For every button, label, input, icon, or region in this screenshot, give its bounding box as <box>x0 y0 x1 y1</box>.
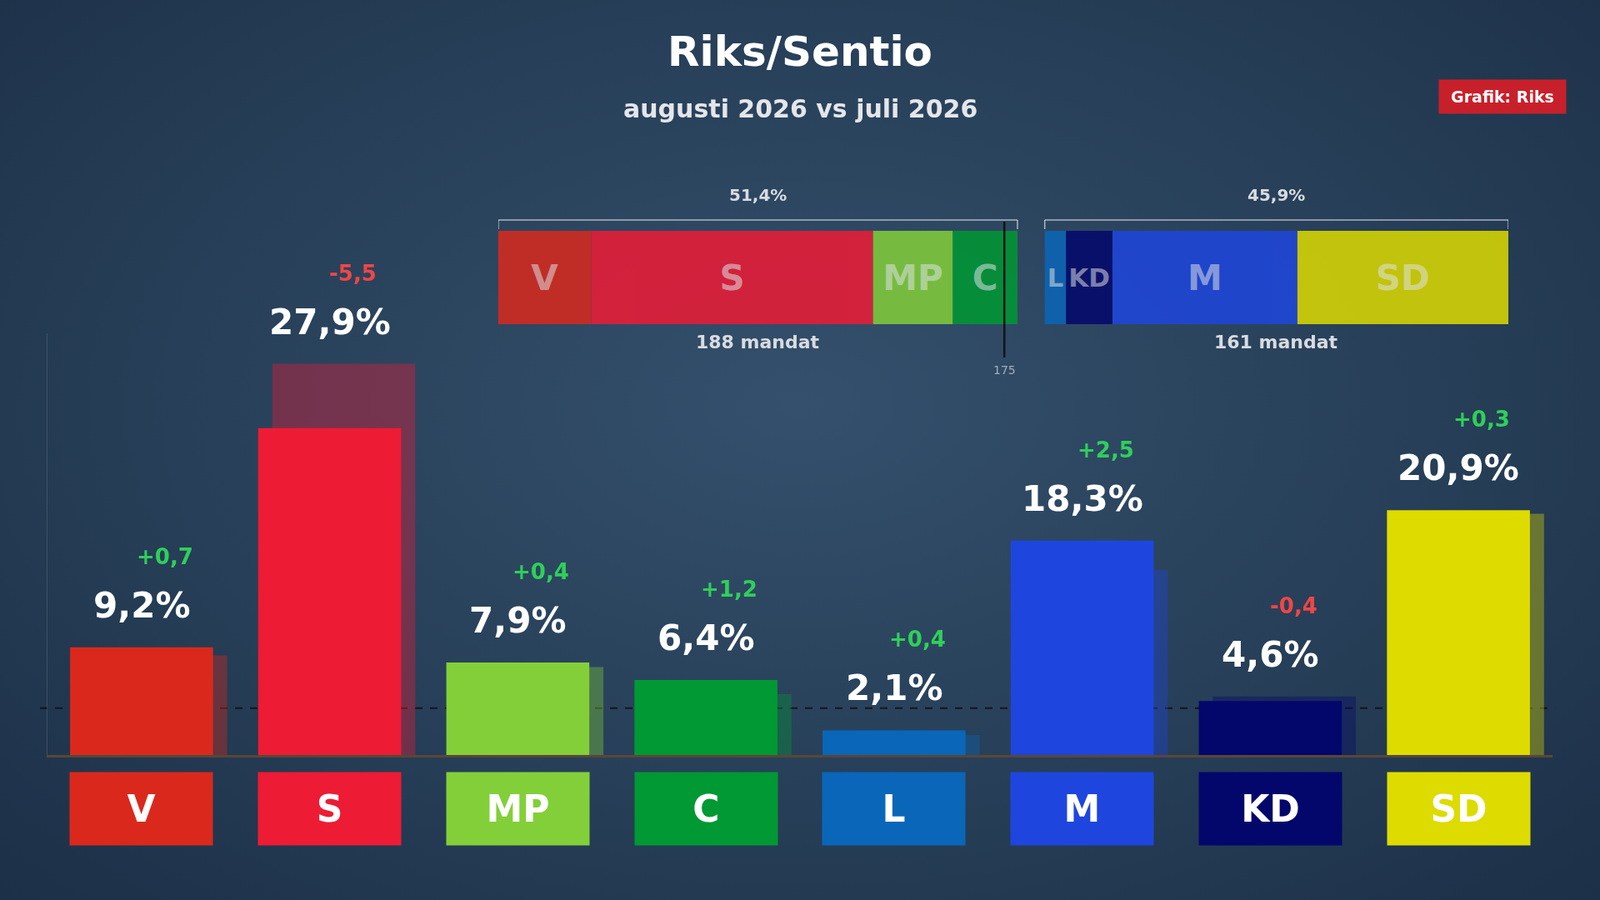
svg-text:+0,4: +0,4 <box>512 559 570 585</box>
svg-text:KD: KD <box>1240 787 1300 830</box>
svg-text:6,4%: 6,4% <box>657 617 755 659</box>
svg-text:SD: SD <box>1375 257 1430 299</box>
svg-text:+0,3: +0,3 <box>1453 406 1510 432</box>
svg-text:Grafik: Riks: Grafik: Riks <box>1450 87 1555 106</box>
svg-text:51,4%: 51,4% <box>729 185 787 205</box>
svg-text:KD: KD <box>1068 262 1110 293</box>
svg-text:+2,5: +2,5 <box>1077 437 1135 463</box>
svg-text:2,1%: 2,1% <box>845 667 943 709</box>
svg-text:C: C <box>692 787 720 830</box>
svg-text:9,2%: 9,2% <box>93 585 190 626</box>
svg-text:L: L <box>1047 263 1064 293</box>
svg-text:-5,5: -5,5 <box>329 260 377 286</box>
svg-text:7,9%: 7,9% <box>469 600 566 641</box>
svg-text:45,9%: 45,9% <box>1247 185 1305 205</box>
svg-text:4,6%: 4,6% <box>1221 634 1319 675</box>
svg-text:Riks/Sentio: Riks/Sentio <box>667 27 933 76</box>
svg-text:27,9%: 27,9% <box>269 301 391 343</box>
svg-text:S: S <box>719 257 745 299</box>
svg-text:M: M <box>1064 787 1101 830</box>
svg-text:188 mandat: 188 mandat <box>695 331 820 353</box>
svg-text:C: C <box>972 257 999 299</box>
svg-text:L: L <box>881 787 905 830</box>
svg-text:V: V <box>126 787 155 830</box>
svg-text:175: 175 <box>993 363 1016 377</box>
svg-text:S: S <box>316 787 344 830</box>
svg-text:161 mandat: 161 mandat <box>1214 331 1339 353</box>
svg-text:+0,7: +0,7 <box>136 544 194 570</box>
svg-text:MP: MP <box>485 787 550 830</box>
svg-text:M: M <box>1187 257 1223 299</box>
svg-text:MP: MP <box>882 257 944 299</box>
svg-text:18,3%: 18,3% <box>1021 478 1144 520</box>
svg-text:SD: SD <box>1430 787 1487 830</box>
svg-text:20,9%: 20,9% <box>1397 447 1520 489</box>
svg-text:V: V <box>530 257 559 299</box>
svg-text:+1,2: +1,2 <box>700 576 758 602</box>
svg-text:+0,4: +0,4 <box>889 626 946 652</box>
svg-text:augusti 2026 vs juli 2026: augusti 2026 vs juli 2026 <box>623 94 978 124</box>
svg-text:-0,4: -0,4 <box>1270 593 1318 619</box>
